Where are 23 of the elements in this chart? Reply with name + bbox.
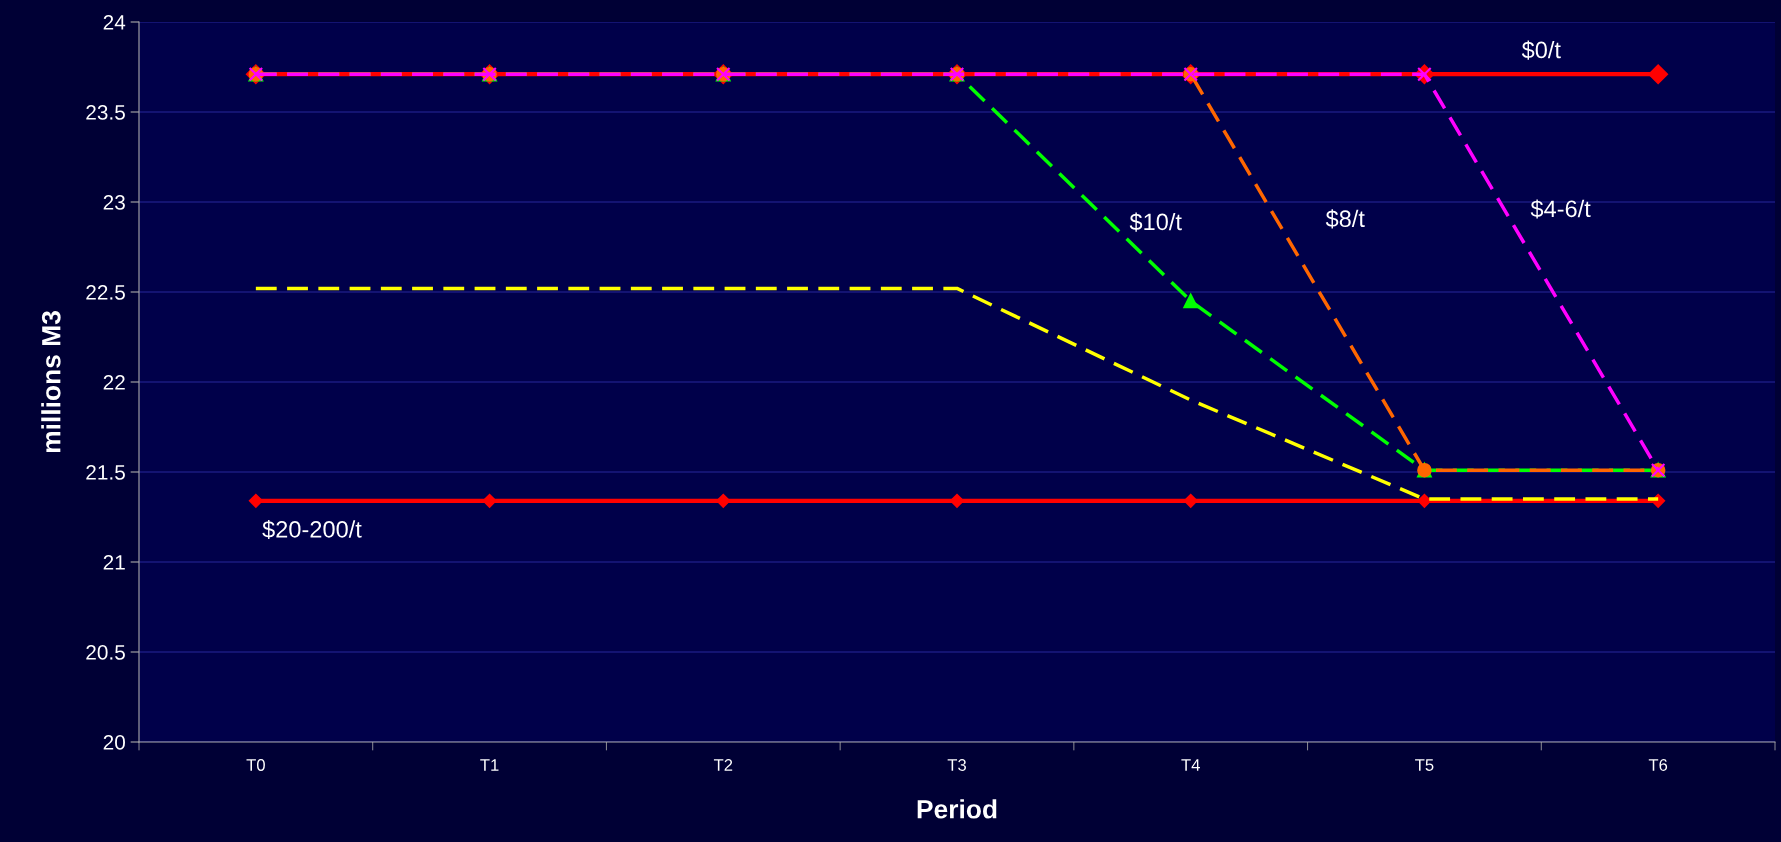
y-tick-label: 24 [103,15,126,30]
y-tick-label: 20 [103,735,125,750]
y-axis-title: millions M3 [41,311,61,453]
x-tick-label: T6 [1648,759,1668,771]
y-tick-label: 20.5 [86,645,125,660]
series-label: $0/t [1521,40,1561,60]
x-tick-label: T1 [480,759,499,771]
series-label: $4-6/t [1530,199,1591,219]
y-tick-label: 22 [103,375,125,390]
series-label: $10/t [1129,212,1182,232]
x-tick-label: T5 [1415,759,1434,771]
series-label: $20-200/t [262,519,362,540]
x-tick-label: T4 [1181,759,1200,771]
y-tick-label: 21 [103,555,125,570]
x-tick-label: T3 [947,759,966,771]
y-tick-label: 23 [103,195,125,210]
series-label: $8/t [1325,209,1365,229]
y-tick-label: 22.5 [86,285,125,300]
x-tick-label: T0 [246,759,265,771]
x-tick-label: T2 [713,759,733,771]
y-tick-label: 23.5 [86,105,125,120]
x-axis-title: Period [917,799,997,819]
y-tick-label: 21.5 [86,465,125,480]
